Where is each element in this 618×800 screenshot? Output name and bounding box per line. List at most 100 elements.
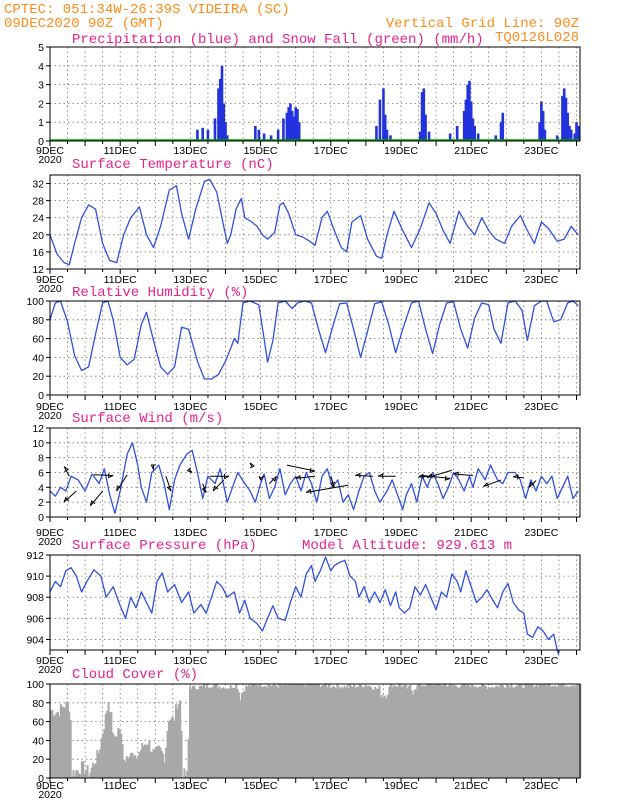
cloud-bar <box>285 685 288 778</box>
cloud-bar <box>57 712 60 778</box>
y-tick-label: 1 <box>38 117 44 129</box>
precip-bar <box>561 95 564 141</box>
cloud-bar <box>266 687 269 778</box>
precip-bar <box>555 135 559 141</box>
cloud-bar <box>450 684 453 778</box>
wind-arrow-head <box>528 481 535 488</box>
precip-bar <box>566 112 570 141</box>
precip-bar <box>213 118 217 141</box>
wind-arrow <box>355 474 373 477</box>
y-tick-label: 40 <box>32 735 44 747</box>
cloud-bar <box>131 752 134 778</box>
x-date-label: 23DEC <box>524 655 558 667</box>
cloud-bar <box>482 684 485 778</box>
precip-bar <box>543 129 547 141</box>
cloud-bar <box>433 684 436 778</box>
cloud-bar <box>281 685 284 778</box>
cloud-bar <box>353 684 356 778</box>
x-date-label: 23DEC <box>524 401 558 413</box>
cloud-bar <box>426 684 429 778</box>
panel-pressure: 904 906 908 910 912 9DEC 11DEC 13DEC 15DEC 17DEC 1… <box>26 538 581 676</box>
header-model-code: TQ0126L028 <box>495 30 579 46</box>
cloud-bar <box>152 748 155 778</box>
wind-arrow <box>330 476 335 488</box>
cloud-bar <box>556 686 559 778</box>
precip-bar <box>422 88 426 141</box>
wind-arrow-head <box>305 488 312 494</box>
cloud-bar <box>468 685 471 778</box>
cloud-bar <box>325 684 328 778</box>
y-tick-label: 20 <box>32 230 44 242</box>
cloud-bar <box>511 687 514 778</box>
cloud-bar <box>485 686 488 778</box>
cloud-bar <box>454 685 457 778</box>
wind-arrow-head <box>444 475 451 481</box>
x-date-label: 11DEC <box>104 527 137 539</box>
precip-bar <box>569 129 573 141</box>
cloud-bar <box>340 686 343 778</box>
cloud-bar <box>372 689 375 778</box>
cloud-bar <box>139 750 142 778</box>
x-date-label: 15DEC <box>244 527 278 539</box>
y-tick-label: 2 <box>38 497 44 509</box>
x-date-label: 15DEC <box>244 655 278 667</box>
cloud-bar <box>575 686 578 778</box>
cloud-bar <box>198 685 201 778</box>
cloud-bar <box>343 685 346 778</box>
precip-bar <box>257 129 261 141</box>
panel-humidity: 0 20 40 60 80 100 9DEC 11DEC 13DEC 15DEC 17DEC 19DE… <box>26 285 581 422</box>
cloud-bar <box>205 684 208 778</box>
cloud-bar <box>419 684 422 778</box>
cloud-bar <box>330 687 333 778</box>
cloud-bar <box>469 687 472 778</box>
cloud-bar <box>239 700 242 778</box>
cloud-bar <box>176 709 179 778</box>
cloud-bar <box>207 687 210 778</box>
cloud-bar <box>58 716 61 778</box>
wind-arrow <box>93 474 114 476</box>
cloud-bar <box>274 685 277 778</box>
precip-bar <box>196 129 199 141</box>
precip-bar <box>494 135 498 141</box>
x-date-label: 13DEC <box>173 401 207 413</box>
cloud-bar <box>472 685 475 778</box>
panel-temperature: 12 16 20 24 28 32 9DEC 11DEC 13DEC 15DEC 17DEC 19DE… <box>32 157 581 295</box>
cloud-bar <box>365 686 368 778</box>
wind-arrow-head <box>89 500 96 507</box>
precip-bar <box>292 116 296 141</box>
cloud-bar <box>489 688 492 778</box>
cloud-bar <box>224 689 227 778</box>
cloud-bar <box>440 685 443 778</box>
cloud-bar <box>184 775 187 778</box>
cloud-bar <box>51 709 54 778</box>
cloud-bar <box>360 685 363 778</box>
precip-bar <box>568 125 571 141</box>
cloud-bar <box>158 745 161 778</box>
y-tick-label: 28 <box>32 196 44 208</box>
cloud-bar <box>437 684 440 778</box>
cloud-bar <box>306 684 309 778</box>
cloud-bar <box>461 684 464 778</box>
wind-arrow-head <box>426 473 433 479</box>
cloud-bar <box>298 684 301 778</box>
plot-frame <box>49 300 581 396</box>
wind-arrow-head <box>329 481 336 488</box>
cloud-bar <box>215 684 218 778</box>
cloud-bar <box>130 753 133 778</box>
cloud-bar <box>278 684 281 778</box>
wind-arrow <box>453 473 473 476</box>
cloud-bar <box>144 744 147 778</box>
x-date-label: 15DEC <box>244 401 278 413</box>
cloud-bar <box>96 750 99 778</box>
x-date-label: 17DEC <box>314 527 348 539</box>
cloud-bar <box>276 686 279 778</box>
x-year-label: 2020 <box>38 789 62 800</box>
cloud-bar <box>269 685 272 778</box>
cloud-bar <box>110 712 113 778</box>
cloud-bar <box>408 686 411 778</box>
cloud-bar <box>123 759 126 778</box>
cloud-bar <box>415 689 418 778</box>
precip-bar <box>464 99 468 141</box>
wind-arrow-head <box>224 474 230 480</box>
precip-bar <box>282 118 285 141</box>
